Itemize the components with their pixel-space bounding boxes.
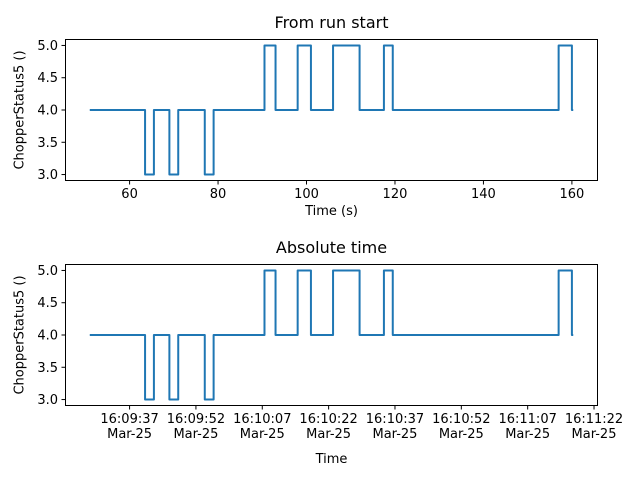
- y-tick-label: 4.5: [37, 71, 58, 86]
- x-tick-label-date: Mar-25: [240, 427, 285, 442]
- y-tick-label: 3.5: [37, 136, 58, 151]
- y-tick-label: 3.5: [37, 361, 58, 376]
- y-tick-label: 5.0: [37, 39, 58, 54]
- axes-frame: [65, 264, 598, 406]
- chart-title: Absolute time: [275, 238, 388, 257]
- y-tick-label: 4.0: [37, 329, 58, 344]
- x-tick-label-date: Mar-25: [373, 427, 418, 442]
- x-axis-label: Time: [315, 452, 348, 467]
- x-tick-label: 16:10:07: [233, 412, 291, 427]
- x-tick-label-date: Mar-25: [107, 427, 152, 442]
- x-tick-label: 160: [559, 187, 584, 202]
- y-tick-label: 5.0: [37, 264, 58, 279]
- x-tick-label: 16:10:22: [299, 412, 357, 427]
- x-tick-label: 16:11:22: [565, 412, 623, 427]
- x-tick-label: 140: [471, 187, 496, 202]
- x-tick-label: 16:09:37: [100, 412, 158, 427]
- x-axis-label: Time (s): [305, 204, 358, 219]
- x-tick-label: 16:10:52: [432, 412, 490, 427]
- x-tick-label: 16:10:37: [366, 412, 424, 427]
- chart-title: From run start: [274, 13, 389, 32]
- x-tick-label: 16:11:07: [498, 412, 556, 427]
- x-tick-label: 100: [294, 187, 319, 202]
- x-tick-label: 16:09:52: [167, 412, 225, 427]
- x-tick-label-date: Mar-25: [505, 427, 550, 442]
- y-tick-label: 4.5: [37, 296, 58, 311]
- x-tick-label-date: Mar-25: [306, 427, 351, 442]
- x-tick-label-date: Mar-25: [572, 427, 617, 442]
- y-tick-label: 3.0: [37, 168, 58, 183]
- y-tick-label: 3.0: [37, 393, 58, 408]
- x-tick-label: 120: [383, 187, 408, 202]
- x-tick-label: 60: [121, 187, 138, 202]
- axes-frame: [65, 39, 598, 181]
- x-tick-label-date: Mar-25: [439, 427, 484, 442]
- data-series-line: [89, 269, 574, 401]
- x-tick-label-date: Mar-25: [173, 427, 218, 442]
- x-tick-label: 80: [210, 187, 227, 202]
- y-tick-label: 4.0: [37, 104, 58, 119]
- data-series-line: [89, 44, 574, 176]
